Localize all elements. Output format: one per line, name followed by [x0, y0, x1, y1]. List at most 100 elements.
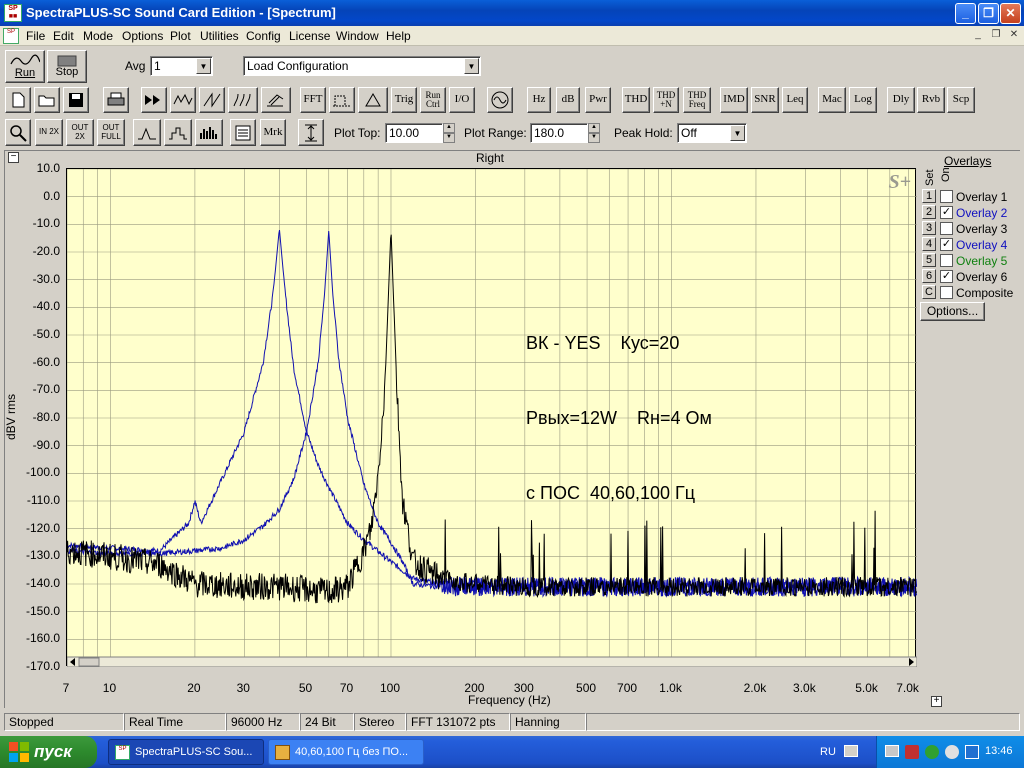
stop-button[interactable]: Stop: [47, 50, 87, 83]
sine-generator-icon[interactable]: [487, 87, 513, 113]
overlay-set-button-5[interactable]: 5: [922, 253, 936, 267]
plot-top-down-icon[interactable]: ▼: [443, 133, 455, 143]
minimize-button[interactable]: _: [955, 3, 976, 24]
trig-button[interactable]: Trig: [391, 87, 417, 113]
print-icon[interactable]: [103, 87, 129, 113]
menu-file[interactable]: File: [26, 29, 46, 43]
plot-range-up-icon[interactable]: ▲: [588, 123, 600, 133]
menu-license[interactable]: License: [289, 29, 331, 43]
overlay-checkbox-1[interactable]: [940, 190, 953, 203]
overlay-set-button-C[interactable]: C: [922, 285, 936, 299]
bar-plot-icon[interactable]: [195, 119, 223, 146]
save-icon[interactable]: [63, 87, 89, 113]
log-button[interactable]: Log: [849, 87, 877, 113]
expand-icon[interactable]: +: [931, 696, 942, 707]
line-plot-icon[interactable]: [133, 119, 161, 146]
language-indicator[interactable]: RU: [820, 746, 836, 758]
mac-button[interactable]: Mac: [818, 87, 846, 113]
fast-forward-icon[interactable]: [141, 87, 167, 113]
vertical-scale-icon[interactable]: [298, 119, 324, 146]
spectrum-plot[interactable]: [67, 169, 917, 667]
new-icon[interactable]: [5, 87, 31, 113]
menu-help[interactable]: Help: [386, 29, 411, 43]
leq-button[interactable]: Leq: [782, 87, 808, 113]
start-button[interactable]: пуск: [0, 736, 97, 768]
chevron-down-icon[interactable]: ▼: [730, 125, 745, 141]
mrk-button[interactable]: Mrk: [260, 119, 286, 146]
imd-button[interactable]: IMD: [720, 87, 748, 113]
security-icon[interactable]: [905, 745, 919, 759]
rvb-button[interactable]: Rvb: [917, 87, 945, 113]
mdi-close-icon[interactable]: ✕: [1009, 29, 1019, 40]
title-bar[interactable]: SP ■■ SpectraPLUS-SC Sound Card Edition -…: [0, 0, 1024, 26]
thd-freq-button[interactable]: THD Freq: [683, 87, 711, 113]
thd-button[interactable]: THD: [622, 87, 650, 113]
plot-range-down-icon[interactable]: ▼: [588, 133, 600, 143]
app-icon[interactable]: SP ■■: [4, 4, 22, 22]
menu-options[interactable]: Options: [122, 29, 164, 43]
volume-icon[interactable]: [945, 745, 959, 759]
overlay-checkbox-4[interactable]: ✓: [940, 238, 953, 251]
zoom-icon[interactable]: [5, 119, 31, 146]
config-select[interactable]: Load Configuration ▼: [243, 56, 481, 76]
overlay-checkbox-2[interactable]: ✓: [940, 206, 953, 219]
close-button[interactable]: ✕: [1000, 3, 1021, 24]
task-spectraplus[interactable]: SP SpectraPLUS-SC Sou...: [108, 739, 264, 765]
update-icon[interactable]: [925, 745, 939, 759]
avg-select[interactable]: 1 ▼: [150, 56, 213, 76]
app-tray-icon[interactable]: [965, 745, 979, 759]
chevron-down-icon[interactable]: ▼: [196, 58, 211, 74]
window-function-icon[interactable]: [329, 87, 355, 113]
peak-hold-select[interactable]: Off ▼: [677, 123, 747, 143]
plot-area[interactable]: S+ ВК - YES Кус=20 Рвых=12W Rн=4 Ом с ПО…: [66, 168, 917, 667]
step-plot-icon[interactable]: [164, 119, 192, 146]
document-icon[interactable]: SP: [3, 28, 19, 44]
overlay-set-button-4[interactable]: 4: [922, 237, 936, 251]
collapse-icon[interactable]: −: [8, 152, 19, 163]
plot-range-input[interactable]: 180.0: [530, 123, 588, 143]
overlay-set-button-6[interactable]: 6: [922, 269, 936, 283]
menu-mode[interactable]: Mode: [83, 29, 114, 43]
overlay-checkbox-5[interactable]: [940, 254, 953, 267]
spectrogram-icon[interactable]: [228, 87, 258, 113]
zoom-out-2x-button[interactable]: OUT 2X: [66, 119, 94, 146]
thdn-button[interactable]: THD +N: [653, 87, 679, 113]
3d-surface-icon[interactable]: [261, 87, 291, 113]
zoom-out-full-button[interactable]: OUT FULL: [97, 119, 125, 146]
mdi-minimize-icon[interactable]: _: [975, 29, 981, 40]
run-ctrl-button[interactable]: Run Ctrl: [420, 87, 446, 113]
overlay-set-button-2[interactable]: 2: [922, 205, 936, 219]
dly-button[interactable]: Dly: [887, 87, 915, 113]
network-icon[interactable]: [885, 745, 899, 757]
overlay-set-button-1[interactable]: 1: [922, 189, 936, 203]
menu-edit[interactable]: Edit: [53, 29, 74, 43]
mdi-restore-icon[interactable]: ❐: [991, 29, 1001, 40]
overlay-set-button-3[interactable]: 3: [922, 221, 936, 235]
overlay-checkbox-C[interactable]: [940, 286, 953, 299]
fft-button[interactable]: FFT: [300, 87, 326, 113]
ramp-icon[interactable]: [199, 87, 225, 113]
open-icon[interactable]: [34, 87, 60, 113]
scp-button[interactable]: Scp: [947, 87, 975, 113]
menu-config[interactable]: Config: [246, 29, 281, 43]
plot-top-up-icon[interactable]: ▲: [443, 123, 455, 133]
menu-plot[interactable]: Plot: [170, 29, 191, 43]
hz-button[interactable]: Hz: [527, 87, 551, 113]
pwr-button[interactable]: Pwr: [585, 87, 611, 113]
menu-window[interactable]: Window: [336, 29, 379, 43]
db-button[interactable]: dB: [556, 87, 580, 113]
chevron-down-icon[interactable]: ▼: [464, 58, 479, 74]
options-button[interactable]: Options...: [920, 302, 985, 321]
run-button[interactable]: Run: [5, 50, 45, 83]
signal-generator-icon[interactable]: [358, 87, 388, 113]
snr-button[interactable]: SNR: [751, 87, 779, 113]
keyboard-icon[interactable]: [844, 745, 858, 757]
spectrum-mode-icon[interactable]: [170, 87, 196, 113]
plot-top-input[interactable]: 10.00: [385, 123, 443, 143]
overlay-checkbox-3[interactable]: [940, 222, 953, 235]
zoom-in-2x-button[interactable]: IN 2X: [35, 119, 63, 146]
overlay-checkbox-6[interactable]: ✓: [940, 270, 953, 283]
list-icon[interactable]: [230, 119, 256, 146]
io-button[interactable]: I/O: [449, 87, 475, 113]
menu-utilities[interactable]: Utilities: [200, 29, 239, 43]
